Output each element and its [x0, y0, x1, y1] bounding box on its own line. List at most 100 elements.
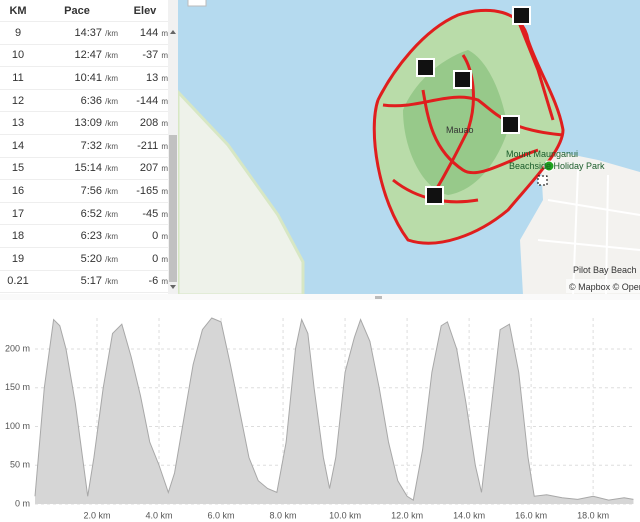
table-row: 17 6:52 /km -45 m	[0, 203, 168, 226]
splits-table: KM Pace Elev 9 14:37 /km 144 m 10 12:47 /km -37 …	[0, 0, 168, 295]
km-cell: 9	[14, 26, 22, 39]
elev-unit: m	[161, 254, 168, 264]
pace: 15:14	[74, 162, 103, 175]
pace-cell: 10:41 /km	[36, 72, 122, 84]
pace: 7:32	[80, 139, 103, 152]
pace-unit: /km	[105, 209, 118, 219]
y-tick-label: 150 m	[5, 382, 30, 392]
km-cell: 16	[11, 184, 25, 197]
elev: -45	[142, 207, 159, 220]
header-cell: Elev	[133, 4, 157, 17]
x-tick-label: 12.0 km	[391, 510, 423, 520]
km-cell: 19	[11, 252, 25, 265]
map-label: Pilot Bay Beach	[573, 265, 637, 275]
area-fill	[35, 318, 634, 504]
elev-unit: m	[161, 164, 168, 174]
elevation-line	[34, 317, 634, 501]
elev-cell: 144 m	[122, 27, 168, 39]
elev: -144	[136, 94, 159, 107]
header-cell: Pace	[64, 4, 90, 17]
elev-unit: m	[161, 232, 168, 242]
scrollbar-graphic	[169, 30, 177, 289]
elev: -37	[142, 49, 159, 62]
pace-unit: /km	[105, 119, 118, 129]
pace: 6:23	[80, 230, 103, 243]
elev-cell: -144 m	[122, 95, 168, 107]
pace-cell: 5:17 /km	[36, 275, 122, 287]
map-label: Mount Maunganui	[506, 149, 578, 159]
x-tick-label: 8.0 km	[270, 510, 297, 520]
elev-unit: m	[161, 96, 168, 106]
km-cell: 11	[12, 71, 24, 84]
elev-cell: 208 m	[122, 117, 168, 129]
map-label: Mauao	[446, 125, 474, 135]
elev: -165	[136, 184, 159, 197]
table-row: 15 15:14 /km 207 m	[0, 158, 168, 181]
scrollbar[interactable]	[168, 0, 178, 295]
km-cell: 18	[11, 230, 25, 243]
x-tick-label: 4.0 km	[146, 510, 173, 520]
map[interactable]: Mauao Mount Maunganui Beachside Holiday …	[178, 0, 640, 295]
elevation-chart: 0 m 50 m 100 m 150 m 200 m 2.0 km 4.0 km 6.0 km…	[5, 317, 635, 520]
pace-unit: /km	[105, 232, 118, 242]
map-attribution[interactable]: © Mapbox © Open	[569, 282, 640, 292]
pace-cell: 15:14 /km	[36, 162, 122, 174]
pace-cell: 5:20 /km	[36, 253, 122, 265]
elev-unit: m	[161, 186, 168, 196]
elev-cell: 0 m	[122, 253, 168, 265]
pace: 10:41	[74, 71, 103, 84]
pace: 6:36	[80, 94, 103, 107]
pace-cell: 14:37 /km	[36, 27, 122, 39]
elev-unit: m	[161, 209, 168, 219]
table-row: 12 6:36 /km -144 m	[0, 90, 168, 113]
x-tick-label: 14.0 km	[453, 510, 485, 520]
x-tick-label: 10.0 km	[329, 510, 361, 520]
pace: 6:52	[80, 207, 103, 220]
pace-unit: /km	[105, 186, 118, 196]
elev: 0	[152, 252, 159, 265]
elev: 208	[139, 117, 159, 130]
y-tick-label: 0 m	[15, 498, 30, 508]
elev-unit: m	[161, 28, 168, 38]
km-cell: 10	[11, 49, 25, 62]
table-row: 16 7:56 /km -165 m	[0, 180, 168, 203]
elev-unit: m	[161, 51, 168, 61]
y-tick-label: 50 m	[10, 460, 30, 470]
table-row: 9 14:37 /km 144 m	[0, 22, 168, 45]
y-tick-label: 200 m	[5, 343, 30, 353]
km-cell: 13	[11, 117, 25, 130]
table-row: 0.21 5:17 /km -6 m	[0, 271, 168, 294]
pace: 14:37	[74, 26, 103, 39]
elev: -211	[137, 139, 159, 152]
pace-unit: /km	[105, 254, 118, 264]
elev-unit: m	[161, 73, 168, 83]
pace: 7:56	[80, 184, 103, 197]
elev-cell: 0 m	[122, 230, 168, 242]
elev-cell: -6 m	[122, 275, 168, 287]
pace-unit: /km	[105, 96, 118, 106]
elev: -6	[148, 275, 159, 288]
pace-cell: 7:32 /km	[36, 140, 122, 152]
divider[interactable]	[0, 294, 640, 300]
x-tick-label: 16.0 km	[515, 510, 547, 520]
table-header: KM Pace Elev	[0, 0, 168, 22]
pace: 13:09	[74, 117, 103, 130]
km-cell: 17	[11, 207, 25, 220]
pace-cell: 6:52 /km	[36, 208, 122, 220]
pace-unit: /km	[105, 73, 118, 83]
elev: 144	[139, 26, 159, 39]
elev-cell: -37 m	[122, 49, 168, 61]
x-tick-label: 18.0 km	[577, 510, 609, 520]
pace-unit: /km	[105, 277, 118, 287]
pace-cell: 7:56 /km	[36, 185, 122, 197]
elev-unit: m	[161, 141, 168, 151]
pace-cell: 6:23 /km	[36, 230, 122, 242]
elev-cell: 207 m	[122, 162, 168, 174]
pace: 12:47	[74, 49, 103, 62]
elev-cell: 13 m	[122, 72, 168, 84]
pace: 5:20	[80, 252, 103, 265]
pace-unit: /km	[105, 164, 118, 174]
pace-unit: /km	[105, 28, 118, 38]
pace-cell: 12:47 /km	[36, 49, 122, 61]
